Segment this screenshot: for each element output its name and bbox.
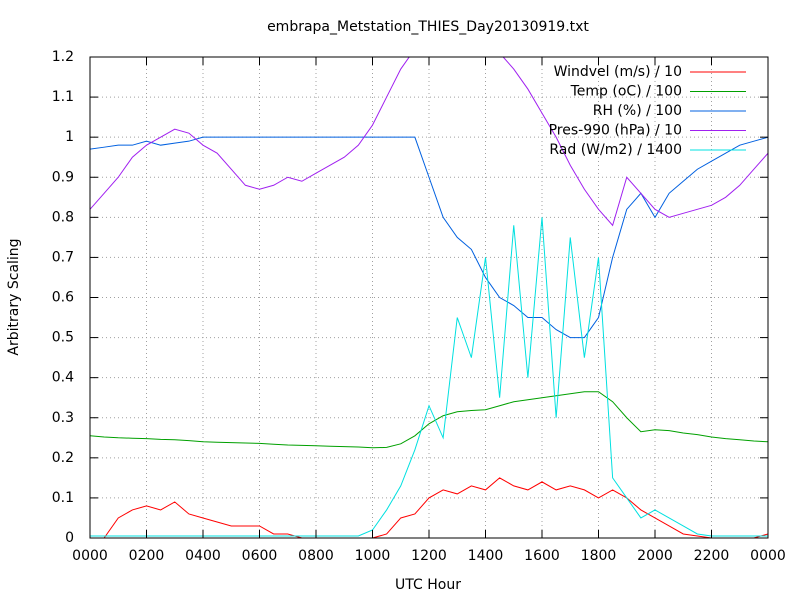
y-tick-label: 1.1 [52, 89, 74, 105]
y-tick-label: 0.7 [52, 249, 74, 265]
x-tick-label: 0000 [72, 548, 108, 564]
legend-label: Pres-990 (hPa) / 10 [549, 123, 682, 139]
x-tick-label: 2000 [637, 548, 673, 564]
y-tick-label: 0.5 [52, 330, 74, 346]
y-tick-label: 0.3 [52, 410, 74, 426]
y-tick-label: 1 [65, 129, 74, 145]
y-tick-label: 0.1 [52, 490, 74, 506]
x-tick-label: 1000 [355, 548, 391, 564]
x-axis-label: UTC Hour [395, 577, 461, 593]
chart-title: embrapa_Metstation_THIES_Day20130919.txt [267, 19, 589, 35]
x-tick-label: 1600 [524, 548, 560, 564]
legend: Windvel (m/s) / 10 Temp (oC) / 100 RH (%) … [549, 64, 746, 158]
x-tick-label: 0200 [129, 548, 165, 564]
x-tick-label: 0600 [242, 548, 278, 564]
legend-label: Windvel (m/s) / 10 [554, 64, 682, 80]
x-tick-label: 1800 [581, 548, 617, 564]
series-line [90, 391, 768, 449]
y-axis-label: Arbitrary Scaling [6, 238, 22, 355]
y-tick-label: 0.6 [52, 290, 74, 306]
x-tick-label: 1200 [411, 548, 447, 564]
legend-label: Rad (W/m2) / 1400 [549, 142, 682, 158]
y-tick-label: 0 [65, 530, 74, 546]
y-tick-label: 1.2 [52, 49, 74, 65]
series-line [90, 477, 768, 538]
x-tick-label: 1400 [468, 548, 504, 564]
legend-label: RH (%) / 100 [593, 103, 682, 119]
x-tick-label: 0400 [185, 548, 221, 564]
y-tick-label: 0.4 [52, 370, 74, 386]
x-tick-label: 0800 [298, 548, 334, 564]
series-line [90, 57, 768, 227]
x-tick-label: 0000 [750, 548, 786, 564]
y-tick-label: 0.2 [52, 450, 74, 466]
y-tick-label: 0.8 [52, 209, 74, 225]
x-tick-label: 2200 [694, 548, 730, 564]
series-line [90, 136, 768, 339]
legend-label: Temp (oC) / 100 [570, 84, 682, 100]
y-tick-label: 0.9 [52, 169, 74, 185]
